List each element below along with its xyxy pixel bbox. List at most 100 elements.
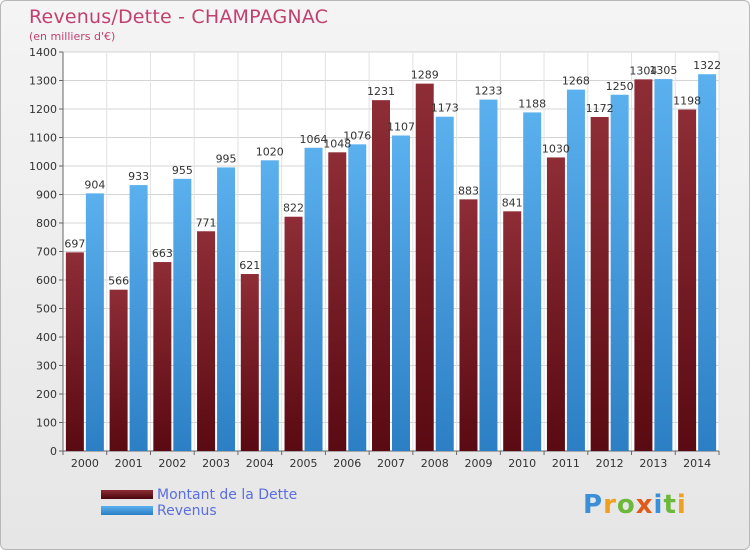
revenus-value-label: 1233 (474, 85, 502, 98)
revenus-bar (523, 112, 542, 452)
debt-bar (240, 274, 259, 451)
debt-bar (678, 109, 697, 451)
y-tick-label: 800 (36, 217, 57, 230)
revenus-bar (698, 74, 717, 451)
debt-bar (503, 211, 522, 451)
y-tick-label: 600 (36, 274, 57, 287)
x-tick-label: 2007 (377, 457, 405, 470)
debt-value-label: 566 (108, 275, 129, 288)
debt-value-label: 663 (152, 247, 173, 260)
legend-label-debt: Montant de la Dette (157, 487, 298, 503)
legend-swatch-revenus (101, 506, 153, 515)
revenus-bar (348, 144, 367, 451)
legend-label-revenus: Revenus (157, 503, 217, 519)
revenus-bar (217, 167, 236, 452)
x-tick-label: 2014 (683, 457, 711, 470)
x-tick-label: 2008 (421, 457, 449, 470)
debt-bar (153, 262, 172, 451)
x-tick-label: 2004 (246, 457, 274, 470)
logo-letter: i (676, 490, 687, 520)
revenus-bar (435, 116, 454, 451)
x-tick-label: 2010 (508, 457, 536, 470)
proxiti-logo: Proxiti (583, 490, 687, 520)
y-tick-label: 900 (36, 189, 57, 202)
y-tick-label: 0 (50, 445, 57, 458)
debt-bar (415, 83, 434, 451)
revenus-value-label: 1020 (256, 145, 284, 158)
revenus-value-label: 904 (84, 178, 105, 191)
logo-letter: P (583, 490, 604, 520)
grid-lines (62, 51, 720, 452)
revenus-value-label: 1064 (300, 133, 328, 146)
revenus-bar (85, 193, 104, 452)
revenus-bar (566, 89, 585, 452)
revenus-bar (654, 79, 673, 451)
x-tick-label: 2005 (290, 457, 318, 470)
x-tick-label: 2011 (552, 457, 580, 470)
debt-value-label: 1231 (367, 85, 395, 98)
debt-value-label: 1048 (323, 137, 351, 150)
debt-value-label: 1289 (411, 69, 439, 82)
debt-value-label: 1172 (586, 102, 614, 115)
debt-value-label: 621 (239, 259, 260, 272)
revenus-value-label: 1268 (562, 75, 590, 88)
revenus-value-label: 995 (216, 152, 237, 165)
revenus-bar (610, 94, 629, 451)
revenus-bar (260, 160, 279, 452)
revenus-value-label: 1250 (606, 80, 634, 93)
debt-bar (459, 199, 478, 451)
x-tick-label: 2013 (639, 457, 667, 470)
logo-letter: t (663, 490, 677, 520)
x-tick-label: 2001 (115, 457, 143, 470)
debt-bar (546, 157, 565, 451)
y-tick-label: 1400 (29, 46, 57, 59)
revenus-value-label: 1188 (518, 97, 546, 110)
y-tick-label: 300 (36, 360, 57, 373)
debt-value-label: 771 (196, 216, 217, 229)
y-tick-label: 1200 (29, 103, 57, 116)
debt-value-label: 822 (283, 202, 304, 215)
debt-bar (284, 216, 303, 451)
logo-letter: x (635, 490, 654, 520)
debt-bar (634, 79, 653, 452)
debt-value-label: 697 (64, 237, 85, 250)
revenus-value-label: 933 (128, 170, 149, 183)
y-tick-label: 1300 (29, 75, 57, 88)
legend-swatch-debt (101, 490, 153, 499)
revenus-value-label: 955 (172, 164, 193, 177)
axes: 0 100 200 300 400 500 600 700 800 900 1000 1100 1200… (29, 46, 720, 470)
debt-value-label: 1304 (629, 64, 657, 77)
revenus-value-label: 1322 (693, 59, 721, 72)
data-labels: 6979045669336639557719956211020822106410… (64, 59, 721, 287)
revenus-bar (173, 178, 192, 451)
debt-value-label: 883 (458, 184, 479, 197)
y-tick-label: 200 (36, 388, 57, 401)
revenus-bar (392, 135, 410, 451)
debt-bar (65, 252, 84, 451)
y-tick-label: 1100 (29, 132, 57, 145)
debt-value-label: 1030 (542, 142, 570, 155)
debt-bar (109, 289, 128, 451)
bars (65, 74, 717, 452)
revenus-value-label: 1076 (343, 129, 371, 142)
chart-subtitle: (en milliers d'€) (29, 30, 116, 43)
y-tick-label: 100 (36, 417, 57, 430)
y-tick-label: 700 (36, 246, 57, 259)
revenus-bar (129, 185, 148, 451)
x-tick-label: 2002 (158, 457, 186, 470)
debt-bar (328, 152, 347, 451)
logo-letter: r (603, 490, 617, 520)
revenus-bar (304, 147, 323, 451)
y-tick-label: 500 (36, 303, 57, 316)
logo-letter: i (653, 490, 664, 520)
chart-title: Revenus/Dette - CHAMPAGNAC (29, 6, 329, 28)
debt-bar (372, 100, 390, 451)
debt-bar (197, 231, 216, 451)
y-tick-label: 400 (36, 331, 57, 344)
y-tick-label: 1000 (29, 160, 57, 173)
x-tick-label: 2000 (71, 457, 99, 470)
x-tick-label: 2012 (596, 457, 624, 470)
debt-value-label: 841 (502, 196, 523, 209)
